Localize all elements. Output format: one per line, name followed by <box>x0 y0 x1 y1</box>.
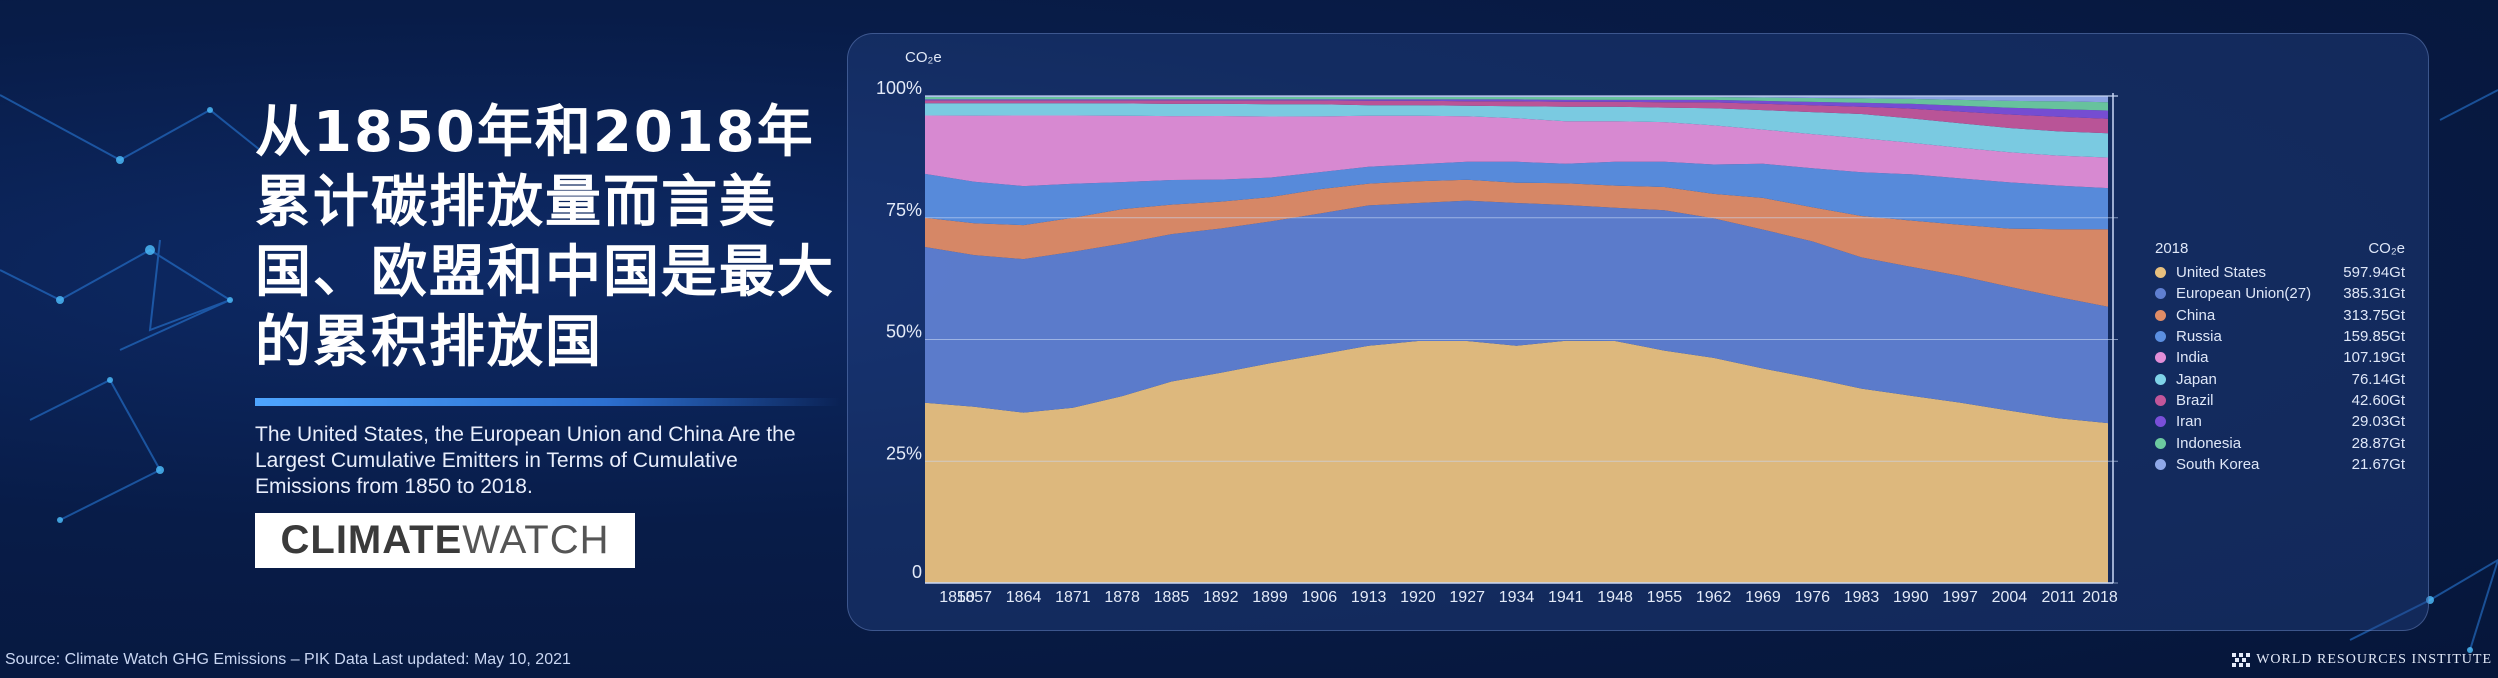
legend-series-value: 159.85Gt <box>2343 328 2405 346</box>
area-european-union-27 <box>925 200 2108 424</box>
x-tick-label: 1850 <box>939 589 975 606</box>
x-tick-label: 1871 <box>1055 589 1091 606</box>
legend-series-name: China <box>2176 306 2216 324</box>
y-tick-label: 0 <box>912 562 922 582</box>
x-tick-label: 1969 <box>1745 589 1781 606</box>
legend-swatch <box>2155 373 2166 385</box>
legend-series-name: Iran <box>2176 413 2202 431</box>
legend-swatch <box>2155 309 2166 321</box>
x-tick-label: 1962 <box>1696 589 1732 606</box>
x-tick-label: 1885 <box>1154 589 1190 606</box>
x-tick-label: 1997 <box>1942 589 1978 606</box>
legend-series-value: 385.31Gt <box>2343 285 2405 303</box>
legend-item: South Korea 21.67Gt <box>2155 454 2405 475</box>
area-china <box>925 179 2108 307</box>
english-subtitle: The United States, the European Union an… <box>255 423 796 498</box>
logo-light-text: WATCH <box>462 518 610 562</box>
legend-series-value: 597.94Gt <box>2343 264 2405 282</box>
x-tick-label: 1927 <box>1449 589 1485 606</box>
x-tick-label: 1878 <box>1104 589 1140 606</box>
y-tick-label: 100% <box>876 78 922 98</box>
legend-series-name: Indonesia <box>2176 434 2242 452</box>
legend-swatch <box>2155 416 2166 428</box>
legend-series-name: European Union(27) <box>2176 285 2312 303</box>
legend-item: Indonesia 28.87Gt <box>2155 432 2405 453</box>
x-tick-label: 1976 <box>1794 589 1830 606</box>
x-tick-label: 1990 <box>1893 589 1929 606</box>
legend-item: United States 597.94Gt <box>2155 262 2405 283</box>
wri-logo-icon <box>2232 653 2251 667</box>
wri-footer: WORLD RESOURCES INSTITUTE <box>2232 652 2492 668</box>
legend-swatch <box>2155 352 2166 364</box>
legend-series-name: United States <box>2176 264 2267 282</box>
x-tick-label: 2018 <box>2082 589 2118 606</box>
legend-series-value: 42.60Gt <box>2351 391 2405 409</box>
x-tick-label: 1899 <box>1252 589 1288 606</box>
legend-item: China 313.75Gt <box>2155 305 2405 326</box>
y-tick-label: 75% <box>886 200 922 220</box>
legend-series-value: 313.75Gt <box>2343 306 2405 324</box>
y-tick-label: 25% <box>886 443 922 463</box>
legend-series-name: Russia <box>2176 328 2222 346</box>
legend-series-value: 29.03Gt <box>2351 413 2405 431</box>
x-tick-label: 2004 <box>1992 589 2028 606</box>
legend-series-value: 28.87Gt <box>2351 434 2405 452</box>
area-russia <box>925 161 2108 230</box>
legend-swatch <box>2155 458 2166 470</box>
area-japan <box>925 103 2108 158</box>
legend-series-value: 107.19Gt <box>2343 349 2405 367</box>
area-iran <box>925 99 2108 119</box>
legend-series-value: 76.14Gt <box>2351 370 2405 388</box>
legend-item: Brazil 42.60Gt <box>2155 390 2405 411</box>
area-united-states <box>925 340 2108 583</box>
y-axis-label: CO₂e <box>905 49 942 66</box>
x-tick-label: 1857 <box>956 589 992 606</box>
x-tick-label: 1920 <box>1400 589 1436 606</box>
legend-item: Iran 29.03Gt <box>2155 411 2405 432</box>
legend-item: European Union(27) 385.31Gt <box>2155 283 2405 304</box>
x-tick-label: 2011 <box>2042 589 2077 606</box>
title-divider <box>255 398 840 406</box>
legend-series-name: India <box>2176 349 2209 367</box>
legend-item: Japan 76.14Gt <box>2155 368 2405 389</box>
chinese-title: 从1850年和2018年累计碳排放量而言美国、欧盟和中国是最大的累积排放国 <box>255 100 835 375</box>
legend-title: 2018 <box>2155 240 2189 257</box>
chart-legend: 2018 CO₂e United States 597.94Gt European … <box>2155 240 2405 475</box>
wri-name: WORLD RESOURCES INSTITUTE <box>2256 652 2492 667</box>
legend-series-name: Brazil <box>2176 391 2214 409</box>
legend-series-name: Japan <box>2176 370 2217 388</box>
logo-bold-text: CLIMATE <box>280 518 463 562</box>
source-note: Source: Climate Watch GHG Emissions – PI… <box>5 651 571 668</box>
legend-item: India 107.19Gt <box>2155 347 2405 368</box>
legend-value-header: CO₂e <box>2368 240 2405 257</box>
legend-item: Russia 159.85Gt <box>2155 326 2405 347</box>
legend-swatch <box>2155 394 2166 406</box>
area-brazil <box>925 100 2108 134</box>
x-tick-label: 1934 <box>1499 589 1535 606</box>
area-south-korea <box>925 96 2108 103</box>
legend-swatch <box>2155 288 2166 300</box>
x-tick-label: 1913 <box>1351 589 1387 606</box>
x-tick-label: 1948 <box>1597 589 1633 606</box>
x-tick-label: 1906 <box>1302 589 1338 606</box>
x-tick-label: 1892 <box>1203 589 1239 606</box>
x-tick-label: 1864 <box>1006 589 1042 606</box>
legend-header: 2018 CO₂e <box>2155 240 2405 257</box>
legend-swatch <box>2155 437 2166 449</box>
area-india <box>925 115 2108 189</box>
legend-swatch <box>2155 267 2166 279</box>
x-tick-label: 1941 <box>1548 589 1584 606</box>
legend-series-value: 21.67Gt <box>2351 455 2405 473</box>
x-tick-label: 1983 <box>1844 589 1880 606</box>
legend-swatch <box>2155 331 2166 343</box>
legend-series-name: South Korea <box>2176 455 2260 473</box>
area-indonesia <box>925 97 2108 111</box>
y-tick-label: 50% <box>886 322 922 342</box>
x-tick-label: 1955 <box>1647 589 1683 606</box>
climate-watch-logo: CLIMATE WATCH <box>255 513 635 568</box>
